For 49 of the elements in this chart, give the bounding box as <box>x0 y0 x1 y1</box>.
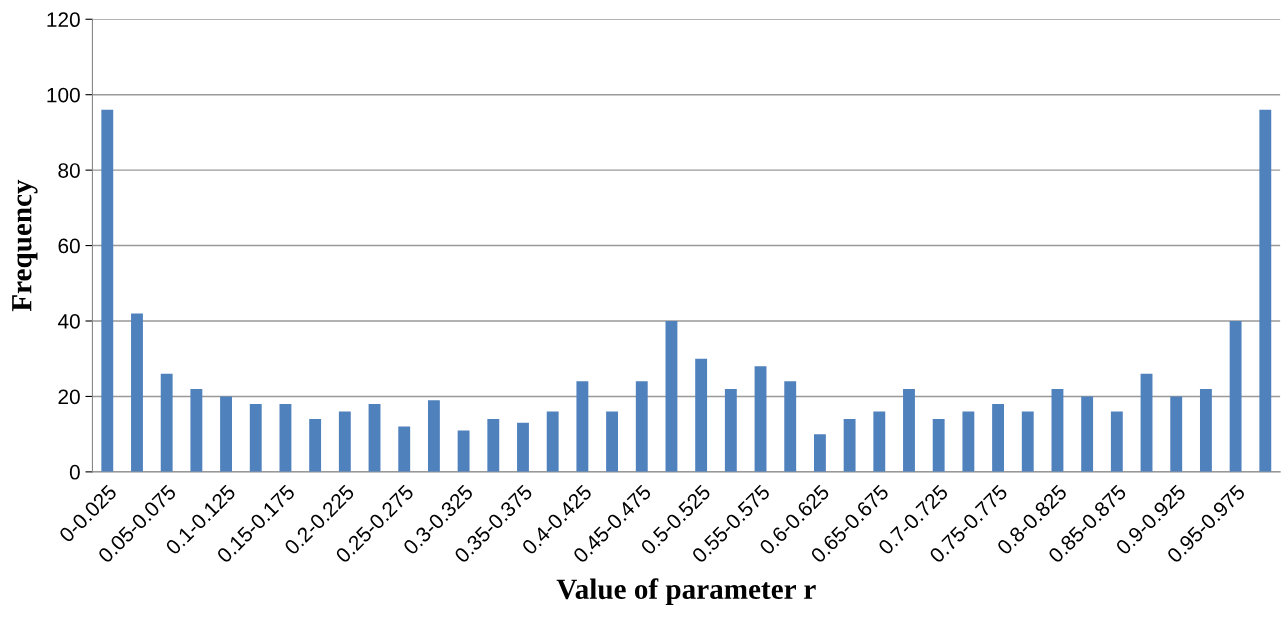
bar <box>368 403 381 472</box>
bar <box>576 381 589 472</box>
bar <box>665 321 678 472</box>
bar <box>962 411 975 472</box>
bar <box>903 388 915 472</box>
bar <box>992 403 1005 472</box>
y-tick-label: 0 <box>69 464 80 480</box>
y-tick-label: 20 <box>58 389 80 405</box>
bar <box>695 358 708 472</box>
bar <box>635 381 648 472</box>
bar <box>220 396 232 472</box>
bar <box>606 411 619 472</box>
y-tick-label: 40 <box>57 314 80 329</box>
y-tick-label: 120 <box>47 12 80 28</box>
y-tick-label: 60 <box>58 238 80 254</box>
bar <box>457 430 470 472</box>
bar <box>1140 373 1153 472</box>
bar <box>1199 388 1212 472</box>
bar <box>101 109 114 472</box>
bar <box>427 400 440 472</box>
bar <box>338 411 351 472</box>
y-tick-label: 100 <box>47 87 80 103</box>
bar <box>517 422 529 472</box>
bar <box>724 388 737 472</box>
bar <box>487 419 500 472</box>
y-axis-title: Frequency <box>12 179 38 312</box>
bar <box>754 366 767 472</box>
bar <box>546 411 559 472</box>
y-tick-label: 80 <box>58 163 80 178</box>
bar <box>932 419 945 472</box>
bar <box>160 373 173 472</box>
bar <box>249 403 262 472</box>
bar <box>1081 396 1094 472</box>
bar <box>1170 396 1183 472</box>
bar <box>1110 411 1123 472</box>
bar <box>398 426 411 472</box>
bar <box>1229 321 1242 472</box>
bar <box>1259 109 1272 472</box>
bar <box>279 403 292 472</box>
bar <box>1051 388 1064 472</box>
bar <box>873 411 886 472</box>
bar <box>131 313 143 472</box>
bar <box>1021 411 1034 472</box>
bar <box>813 434 826 472</box>
bar <box>784 381 797 472</box>
x-axis-title: Value of parameter r <box>556 578 816 606</box>
bar <box>843 419 856 472</box>
bar <box>309 419 322 472</box>
bar <box>190 388 203 472</box>
